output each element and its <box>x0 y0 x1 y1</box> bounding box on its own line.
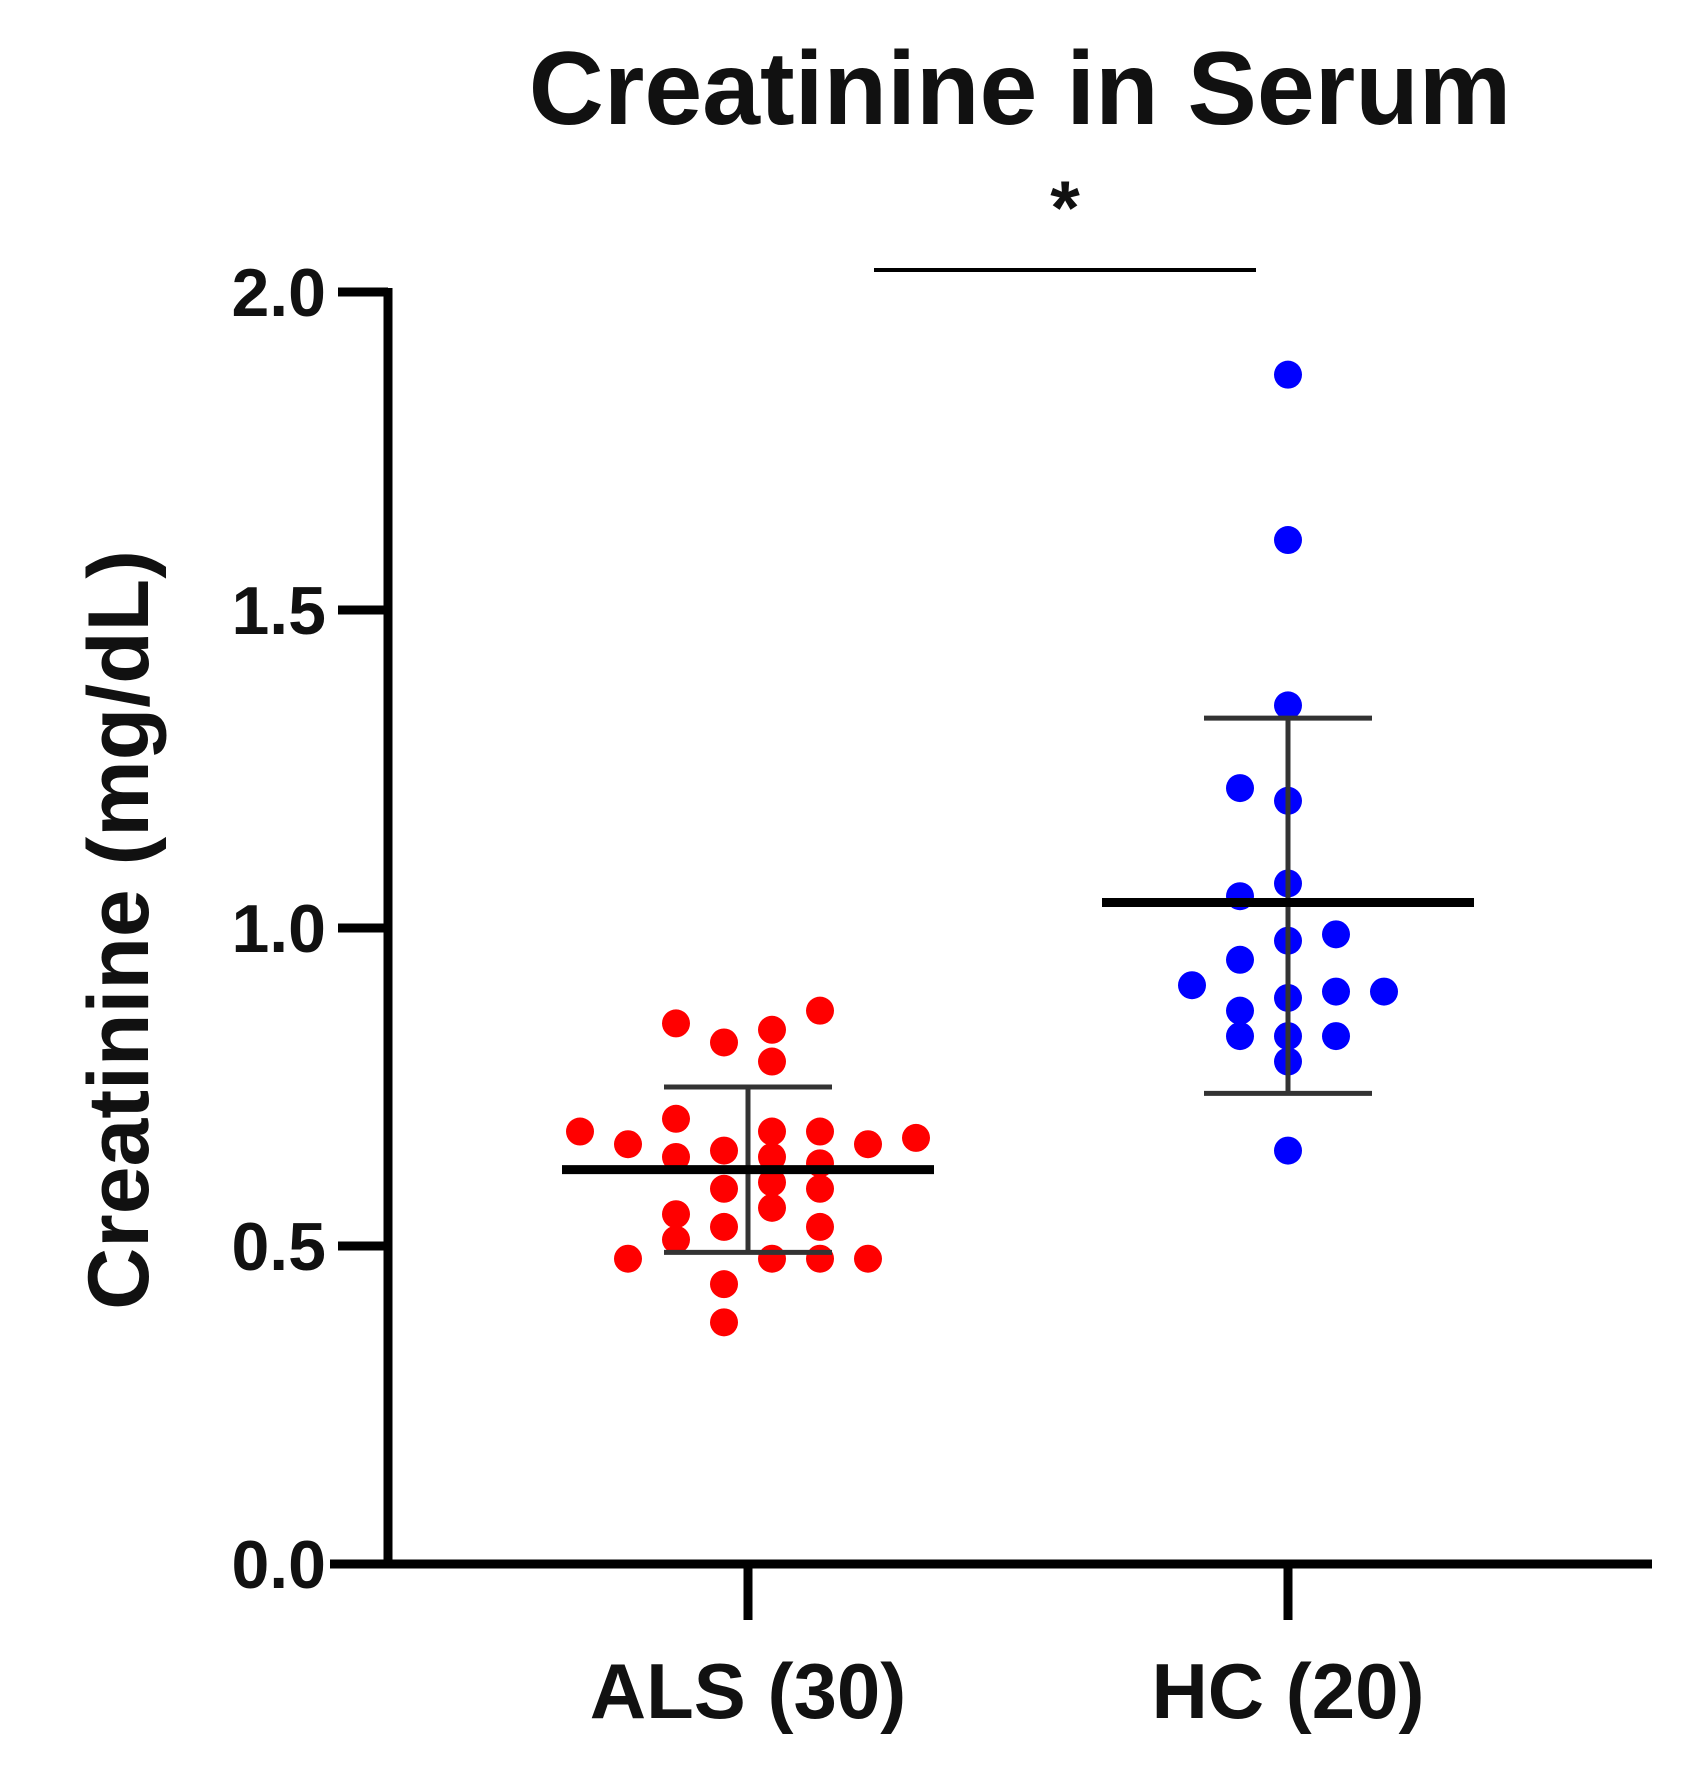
data-point <box>854 1244 882 1273</box>
data-point <box>662 1225 690 1254</box>
data-point <box>710 1270 738 1299</box>
data-point <box>758 1244 786 1273</box>
data-point <box>758 1047 786 1076</box>
x-tick-label: HC (20) <box>1151 1647 1424 1735</box>
y-tick-label: 1.0 <box>231 891 326 967</box>
data-point <box>566 1117 594 1146</box>
data-point <box>662 1009 690 1038</box>
data-point <box>1274 691 1302 720</box>
data-point <box>710 1028 738 1057</box>
data-point <box>1274 1136 1302 1165</box>
data-point <box>1274 360 1302 389</box>
data-point <box>806 1244 834 1273</box>
data-point <box>806 1212 834 1241</box>
data-point <box>1226 996 1254 1025</box>
y-tick-label: 0.5 <box>231 1209 326 1285</box>
data-point <box>1322 1022 1350 1051</box>
y-axis-label: Creatinine (mg/dL) <box>71 550 167 1310</box>
data-point <box>710 1308 738 1337</box>
data-point <box>710 1136 738 1165</box>
data-point <box>614 1244 642 1273</box>
data-point <box>758 1015 786 1044</box>
data-point <box>1274 526 1302 555</box>
chart-title: Creatinine in Serum <box>529 31 1511 147</box>
significance-asterisk: * <box>1050 166 1080 251</box>
x-tick-label: ALS (30) <box>590 1647 906 1735</box>
data-point <box>1226 774 1254 803</box>
data-point <box>710 1174 738 1203</box>
data-point <box>662 1142 690 1171</box>
data-point <box>758 1117 786 1146</box>
data-point <box>1178 971 1206 1000</box>
data-point <box>806 1174 834 1203</box>
data-point <box>614 1130 642 1159</box>
data-point <box>662 1104 690 1133</box>
data-point <box>1322 920 1350 949</box>
y-tick-label: 2.0 <box>231 255 326 331</box>
y-tick-label: 0.0 <box>231 1527 326 1603</box>
data-point <box>806 996 834 1025</box>
data-point <box>902 1123 930 1152</box>
data-point <box>758 1142 786 1171</box>
data-point <box>1226 1022 1254 1051</box>
data-point <box>806 1117 834 1146</box>
data-point <box>1370 977 1398 1006</box>
data-point <box>662 1200 690 1229</box>
data-point <box>1322 977 1350 1006</box>
data-point <box>710 1212 738 1241</box>
data-point <box>854 1130 882 1159</box>
data-point <box>758 1168 786 1197</box>
data-point <box>758 1193 786 1222</box>
y-tick-label: 1.5 <box>231 573 326 649</box>
data-point <box>1226 945 1254 974</box>
